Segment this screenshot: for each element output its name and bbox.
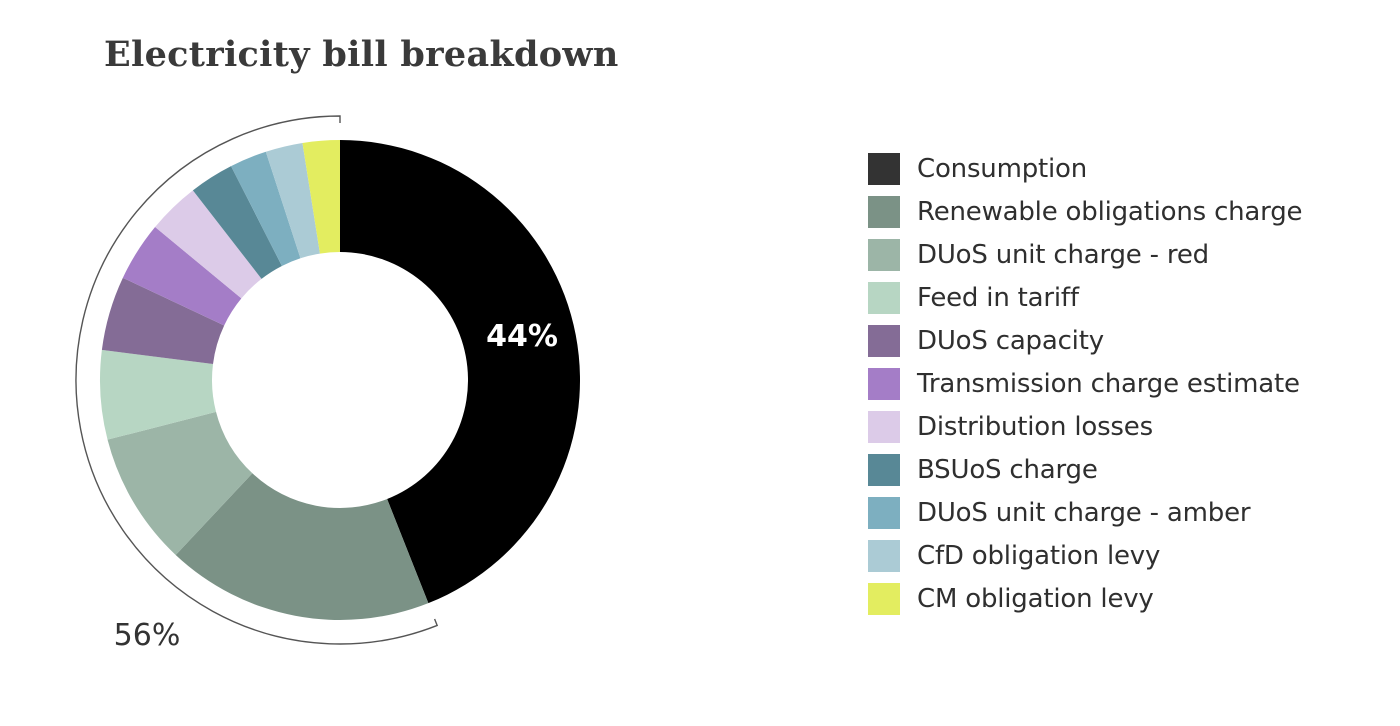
legend-label: CfD obligation levy [917, 541, 1161, 572]
chart-legend: Consumption Renewable obligations charge D… [868, 147, 1303, 621]
legend-swatch [868, 281, 900, 314]
legend-swatch [868, 540, 900, 573]
legend-item: Transmission charge estimate [868, 362, 1302, 405]
donut-slice [155, 190, 262, 299]
legend-item: DUoS unit charge - red [868, 233, 1302, 276]
legend-swatch [868, 497, 900, 530]
donut-slice [265, 142, 320, 259]
consumption-percent-label: 44% [486, 319, 558, 354]
donut-slice [175, 473, 429, 620]
legend-item: CM obligation levy [868, 578, 1302, 621]
legend-item: DUoS capacity [868, 319, 1302, 362]
donut-slice [101, 277, 225, 364]
legend-label: Renewable obligations charge [917, 196, 1303, 227]
other-charges-bracket [75, 115, 439, 645]
donut-slice [107, 411, 253, 555]
legend-label: Distribution losses [917, 412, 1153, 443]
donut-slices [100, 140, 581, 620]
donut-slice [231, 151, 301, 266]
legend-item: Distribution losses [868, 406, 1302, 449]
legend-label: DUoS unit charge - red [917, 239, 1209, 270]
donut-slice [302, 140, 340, 254]
legend-swatch [868, 238, 900, 271]
legend-swatch [868, 368, 900, 401]
legend-label: Feed in tariff [917, 282, 1079, 313]
donut-slice [340, 140, 581, 604]
legend-label: BSUoS charge [917, 455, 1098, 486]
donut-slice [122, 227, 242, 326]
legend-label: DUoS unit charge - amber [917, 498, 1251, 529]
legend-label: Transmission charge estimate [917, 369, 1300, 400]
legend-swatch [868, 411, 900, 444]
legend-swatch [868, 583, 900, 616]
legend-swatch [868, 324, 900, 357]
legend-item: CfD obligation levy [868, 535, 1302, 578]
legend-swatch [868, 152, 900, 185]
legend-label: CM obligation levy [917, 584, 1154, 615]
legend-label: Consumption [917, 153, 1087, 184]
donut-chart: 44% 56% [75, 115, 581, 653]
other-charges-percent-label: 56% [114, 618, 181, 653]
legend-item: Renewable obligations charge [868, 190, 1303, 233]
legend-item: Feed in tariff [868, 276, 1302, 319]
chart-title: Electricity bill breakdown [104, 34, 619, 75]
legend-item: Consumption [868, 147, 1302, 190]
legend-swatch [868, 195, 900, 228]
legend-label: DUoS capacity [917, 325, 1104, 356]
legend-item: DUoS unit charge - amber [868, 492, 1302, 535]
donut-slice [100, 349, 217, 440]
legend-swatch [868, 454, 900, 487]
donut-slice [192, 166, 282, 279]
legend-item: BSUoS charge [868, 449, 1302, 492]
